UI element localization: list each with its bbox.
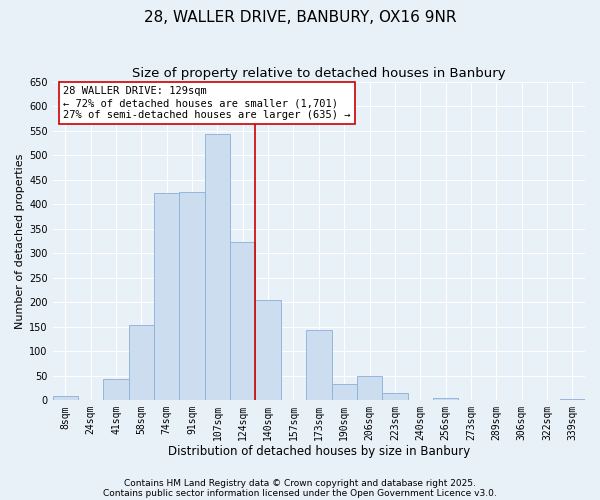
Bar xyxy=(129,325,154,400)
Bar xyxy=(357,376,382,400)
Bar xyxy=(154,194,179,400)
Bar xyxy=(205,134,230,400)
Text: Contains public sector information licensed under the Open Government Licence v3: Contains public sector information licen… xyxy=(103,488,497,498)
X-axis label: Distribution of detached houses by size in Banbury: Distribution of detached houses by size … xyxy=(168,444,470,458)
Text: 28 WALLER DRIVE: 129sqm
← 72% of detached houses are smaller (1,701)
27% of semi: 28 WALLER DRIVE: 129sqm ← 72% of detache… xyxy=(63,86,351,120)
Bar xyxy=(53,396,78,400)
Bar xyxy=(103,378,129,400)
Bar xyxy=(306,330,332,400)
Bar xyxy=(560,399,585,400)
Text: Contains HM Land Registry data © Crown copyright and database right 2025.: Contains HM Land Registry data © Crown c… xyxy=(124,478,476,488)
Bar xyxy=(179,192,205,400)
Bar xyxy=(256,300,281,400)
Bar xyxy=(433,398,458,400)
Bar xyxy=(382,394,407,400)
Bar xyxy=(230,242,256,400)
Y-axis label: Number of detached properties: Number of detached properties xyxy=(15,154,25,328)
Title: Size of property relative to detached houses in Banbury: Size of property relative to detached ho… xyxy=(132,68,506,80)
Text: 28, WALLER DRIVE, BANBURY, OX16 9NR: 28, WALLER DRIVE, BANBURY, OX16 9NR xyxy=(144,10,456,25)
Bar xyxy=(332,384,357,400)
